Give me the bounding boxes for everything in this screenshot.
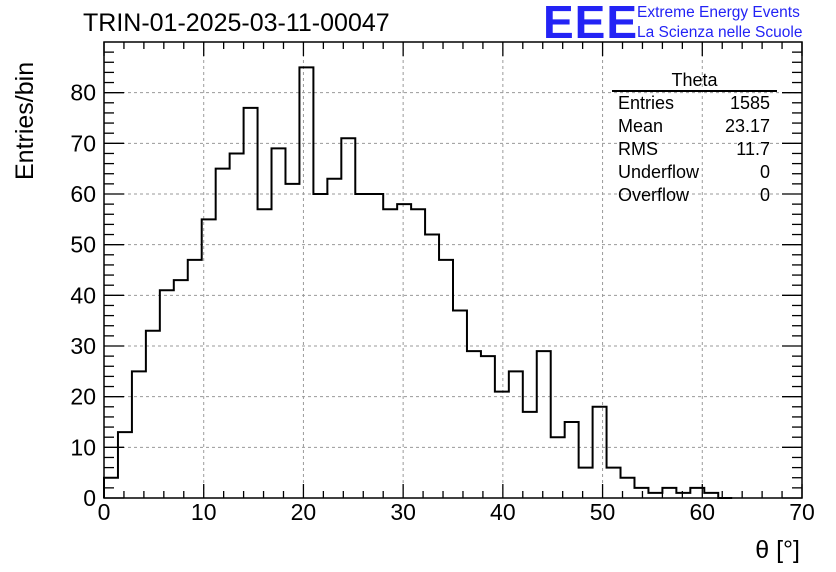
- stats-value: 23.17: [724, 116, 770, 136]
- stats-label: RMS: [618, 139, 658, 159]
- y-tick-label: 60: [70, 181, 96, 207]
- x-tick-label: 50: [590, 499, 616, 525]
- logo-line-2: La Scienza nelle Scuole: [637, 24, 803, 41]
- x-tick-label: 10: [191, 499, 217, 525]
- x-tick-label: 30: [390, 499, 416, 525]
- y-tick-label: 20: [70, 384, 96, 410]
- x-tick-label: 40: [490, 499, 516, 525]
- logo-line-1: Extreme Energy Events: [637, 4, 800, 21]
- axis-ticks: [103, 42, 803, 499]
- stats-value: 11.7: [736, 139, 770, 159]
- run-title: TRIN-01-2025-03-11-00047: [83, 9, 390, 37]
- y-tick-label: 80: [70, 80, 96, 106]
- stats-value: 1585: [729, 93, 770, 113]
- stats-label: Entries: [618, 93, 675, 113]
- stats-label: Mean: [618, 116, 664, 136]
- histogram-step-line: [103, 66, 733, 499]
- plot-frame: [103, 41, 803, 499]
- x-tick-label: 20: [291, 499, 317, 525]
- y-axis-label: Entries/bin: [11, 62, 39, 180]
- stats-label: Underflow: [618, 162, 700, 182]
- eee-logo: EEE: [543, 0, 639, 48]
- x-axis-label: θ [°]: [755, 536, 800, 564]
- y-tick-label: 50: [70, 232, 96, 258]
- y-tick-label: 70: [70, 130, 96, 156]
- stats-title: Theta: [671, 70, 718, 90]
- stats-value: 0: [759, 185, 770, 205]
- grid-lines: [104, 42, 802, 498]
- tick-labels: 0 10 20 30 40 50 60 70 0 10 20 30 40 50 60 70 80: [70, 80, 814, 525]
- x-tick-label: 60: [689, 499, 715, 525]
- stats-label: Overflow: [618, 185, 690, 205]
- stats-row-underflow: Underflow 0: [618, 162, 770, 185]
- stats-row-mean: Mean 23.17: [618, 116, 770, 139]
- y-tick-label: 30: [70, 333, 96, 359]
- stats-value: 0: [759, 162, 770, 182]
- y-tick-label: 10: [70, 434, 96, 460]
- y-tick-label: 40: [70, 282, 96, 308]
- stats-row-overflow: Overflow 0: [618, 185, 770, 208]
- stats-row-rms: RMS 11.7: [618, 139, 770, 162]
- y-tick-label: 0: [83, 485, 96, 511]
- x-tick-label: 0: [98, 499, 111, 525]
- x-tick-label: 70: [789, 499, 815, 525]
- stats-box: Theta Entries 1585 Mean 23.17 RMS 11.7 U…: [612, 70, 777, 205]
- stats-divider: [612, 90, 777, 92]
- stats-row-entries: Entries 1585: [618, 93, 770, 116]
